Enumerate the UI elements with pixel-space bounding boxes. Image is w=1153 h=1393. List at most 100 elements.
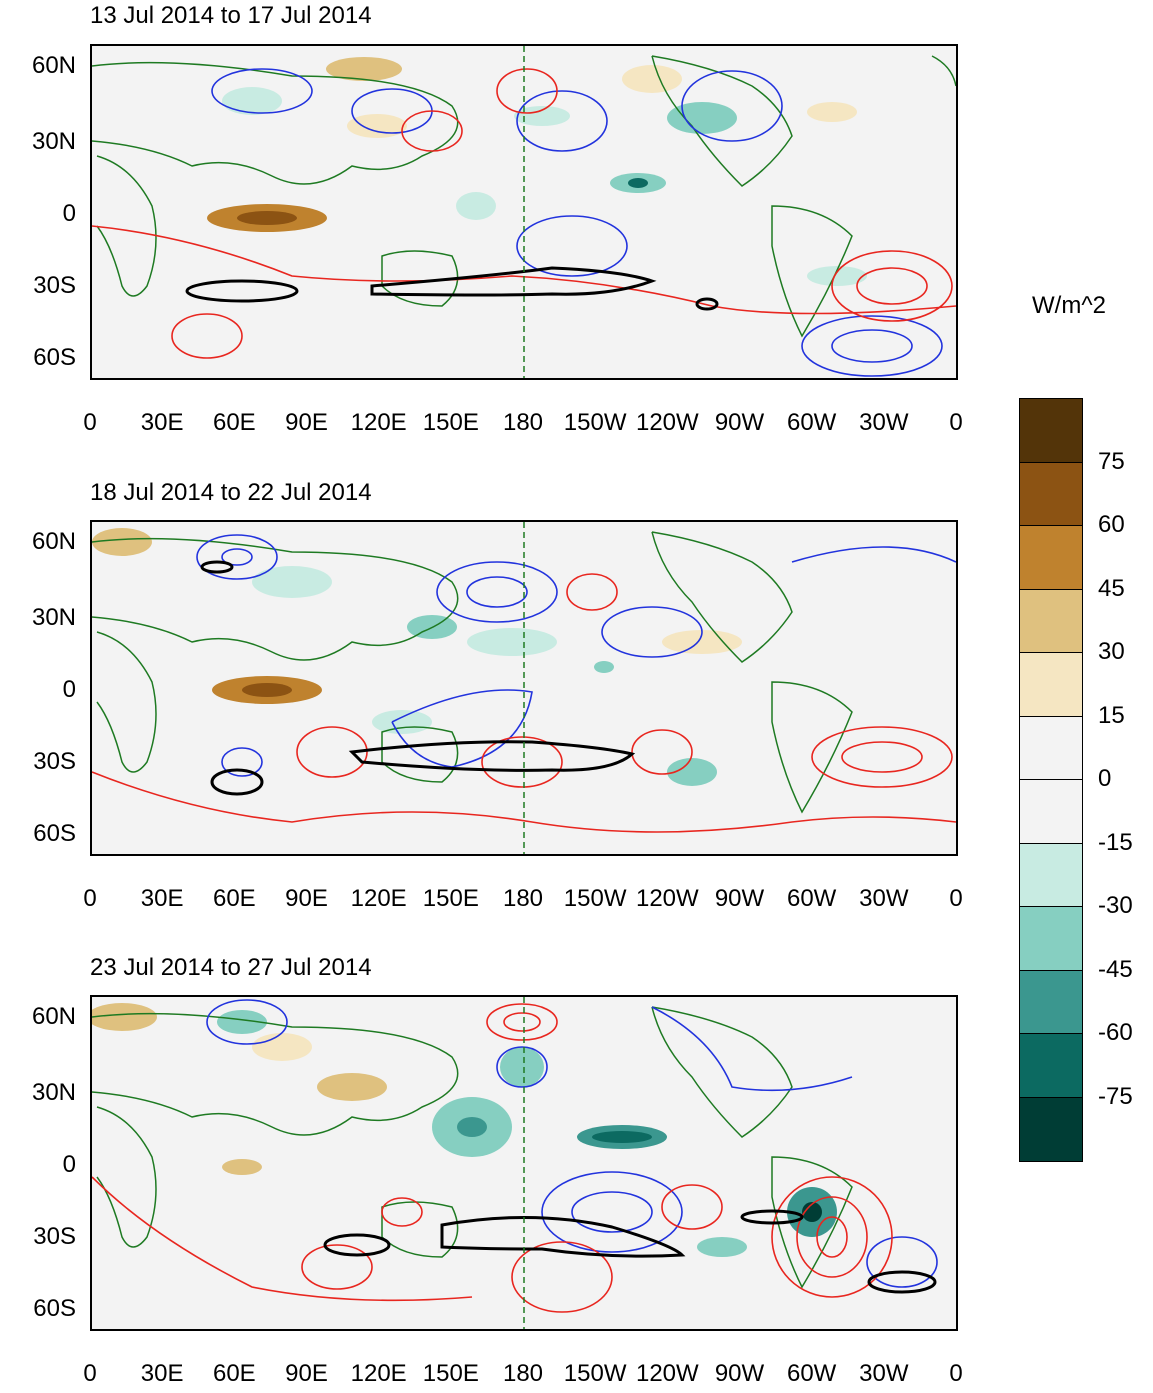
- lat-tick-label: 30N: [31, 604, 76, 631]
- contour-positive: [661, 1184, 723, 1230]
- colorbar-segment: [1020, 526, 1082, 590]
- contour-positive: [92, 225, 956, 315]
- lon-tick-label: 90E: [285, 409, 328, 436]
- lon-tick-label: 150E: [422, 1360, 479, 1387]
- colorbar-level-label: 30: [1098, 638, 1125, 665]
- colorbar-segment: [1020, 716, 1082, 780]
- contour-negative: [221, 747, 263, 777]
- lon-tick-label: 30E: [140, 885, 184, 912]
- colorbar-level-label: 0: [1098, 765, 1112, 792]
- lon-tick-label: 30W: [859, 885, 909, 912]
- contour-positive: [481, 736, 563, 788]
- contour-bold: [323, 1233, 391, 1257]
- colorbar-level-label: -60: [1098, 1019, 1133, 1046]
- colorbar-segment: [1020, 1097, 1082, 1161]
- lon-tick-label: 30E: [140, 409, 184, 436]
- lon-tick-label: 150W: [563, 885, 627, 912]
- coastline-australia: [381, 726, 459, 783]
- contour-bold: [348, 740, 636, 772]
- lat-tick-label: 30N: [31, 1079, 76, 1106]
- contour-positive: [171, 313, 243, 359]
- contour-positive: [496, 68, 558, 114]
- contour-negative: [831, 329, 913, 363]
- panel-2-coastlines: [92, 531, 853, 814]
- coastline-north-america: [651, 531, 793, 663]
- panel-1-contours: [92, 68, 956, 377]
- shade-negative: [667, 758, 717, 786]
- lon-tick-label: 120W: [635, 409, 699, 436]
- shade-negative: [667, 102, 737, 134]
- shade-negative: [372, 710, 432, 734]
- contour-negative: [196, 534, 278, 580]
- lon-tick-label: 0: [83, 885, 97, 912]
- shade-negative: [697, 1237, 747, 1257]
- contour-positive: [811, 726, 953, 788]
- coastline-africa: [96, 155, 157, 297]
- contour-negative: [681, 70, 783, 142]
- coastline-eurasia: [92, 537, 459, 661]
- contour-bold: [867, 1270, 937, 1294]
- colorbar-level-label: -15: [1098, 828, 1133, 856]
- shade-negative: [252, 566, 332, 598]
- contour-bold: [440, 1216, 686, 1258]
- lat-tick-label: 0: [62, 676, 76, 703]
- contour-negative: [541, 1171, 683, 1253]
- coastline-africa: [96, 631, 157, 773]
- shade-positive: [222, 1159, 262, 1175]
- colorbar-segment: [1020, 843, 1082, 907]
- contour-bold: [200, 560, 234, 574]
- lon-tick-label: 0: [83, 1360, 97, 1387]
- lon-tick-label: 150E: [422, 409, 479, 436]
- contour-positive: [566, 573, 618, 611]
- contour-bold: [370, 266, 657, 297]
- contour-positive: [381, 1197, 423, 1227]
- lon-tick-label: 120E: [350, 1360, 407, 1387]
- shade-positive: [622, 65, 682, 93]
- lat-tick-label: 60N: [31, 1003, 76, 1030]
- contour-positive: [301, 1244, 373, 1290]
- contour-positive: [631, 729, 693, 775]
- shade-negative: [802, 1202, 822, 1222]
- colorbar-segment: [1020, 653, 1082, 717]
- lon-tick-label: 120E: [350, 409, 407, 436]
- colorbar-segment: [1020, 1034, 1082, 1098]
- lon-tick-label: 60E: [212, 885, 256, 912]
- contour-negative: [206, 999, 288, 1045]
- contour-negative: [516, 90, 608, 152]
- contour-bold: [185, 279, 299, 303]
- lon-tick-label: 90E: [285, 1360, 328, 1387]
- lat-tick-label: 0: [62, 200, 76, 227]
- colorbar-segment: [1020, 907, 1082, 971]
- lon-tick-label: 0: [949, 409, 963, 436]
- contour-positive: [92, 771, 956, 833]
- lat-tick-label: 0: [62, 1151, 76, 1178]
- lon-tick-label: 150E: [422, 885, 479, 912]
- contour-negative: [211, 68, 313, 114]
- lon-tick-label: 120E: [350, 885, 407, 912]
- shade-positive: [807, 102, 857, 122]
- coastline-eurasia: [92, 1012, 459, 1136]
- lon-tick-label: 0: [949, 885, 963, 912]
- lon-tick-label: 30W: [859, 409, 909, 436]
- colorbar-segment: [1020, 780, 1082, 844]
- colorbar-level-label: 75: [1098, 447, 1125, 475]
- contour-positive: [816, 1216, 848, 1258]
- coastline-south-america: [771, 681, 853, 814]
- lat-tick-label: 60S: [33, 1295, 76, 1322]
- lon-tick-label: 0: [83, 409, 97, 436]
- lat-tick-label: 30S: [33, 1223, 76, 1250]
- shade-positive: [317, 1073, 387, 1101]
- contour-negative: [436, 561, 558, 623]
- shade-negative: [457, 1117, 487, 1137]
- lon-tick-label: 90E: [285, 885, 328, 912]
- shade-negative: [500, 1047, 544, 1087]
- contour-positive: [401, 110, 463, 152]
- contour-bold: [740, 1209, 804, 1225]
- coastline-eurasia: [92, 61, 459, 185]
- lon-tick-label: 60W: [786, 409, 837, 436]
- colorbar-segment: [1020, 970, 1082, 1034]
- contour-positive: [296, 726, 368, 778]
- lon-tick-label: 90W: [714, 1360, 765, 1387]
- panel-3-contours: [92, 999, 938, 1313]
- shade-negative: [628, 178, 648, 188]
